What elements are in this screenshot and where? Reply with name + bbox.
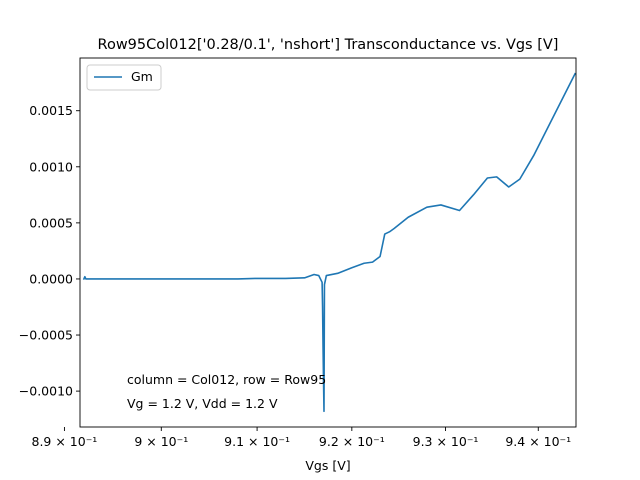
y-tick-label: 0.0010: [29, 159, 73, 174]
plot-area: [80, 58, 576, 427]
x-axis-ticks: 8.9 × 10⁻¹ 9 × 10⁻¹ 9.1 × 10⁻¹ 9.2 × 10⁻¹ 9.…: [32, 427, 571, 449]
x-axis-label: Vgs [V]: [305, 458, 350, 473]
legend-label-gm: Gm: [131, 69, 153, 84]
x-tick-label: 9.4 × 10⁻¹: [505, 434, 571, 449]
x-tick-label: 9.2 × 10⁻¹: [319, 434, 385, 449]
chart-title: Row95Col012['0.28/0.1', 'nshort'] Transc…: [98, 37, 559, 53]
y-tick-label: −0.0005: [19, 328, 73, 343]
y-tick-label: 0.0000: [29, 271, 73, 286]
y-tick-label: 0.0015: [29, 103, 73, 118]
annotation-voltages: Vg = 1.2 V, Vdd = 1.2 V: [127, 396, 278, 411]
y-axis-ticks: −0.0010 −0.0005 0.0000 0.0005 0.0010 0.0015: [19, 103, 80, 399]
series-line-gm: [82, 72, 577, 413]
x-tick-label: 9 × 10⁻¹: [134, 434, 188, 449]
annotation-position: column = Col012, row = Row95: [127, 372, 326, 387]
y-tick-label: −0.0010: [19, 384, 73, 399]
legend-box: [86, 64, 162, 91]
x-tick-label: 9.1 × 10⁻¹: [224, 434, 290, 449]
legend: Gm: [86, 64, 162, 91]
x-tick-label: 9.3 × 10⁻¹: [413, 434, 479, 449]
plot-frame: [79, 57, 577, 428]
x-tick-label: 8.9 × 10⁻¹: [32, 434, 98, 449]
y-tick-label: 0.0005: [29, 215, 73, 230]
